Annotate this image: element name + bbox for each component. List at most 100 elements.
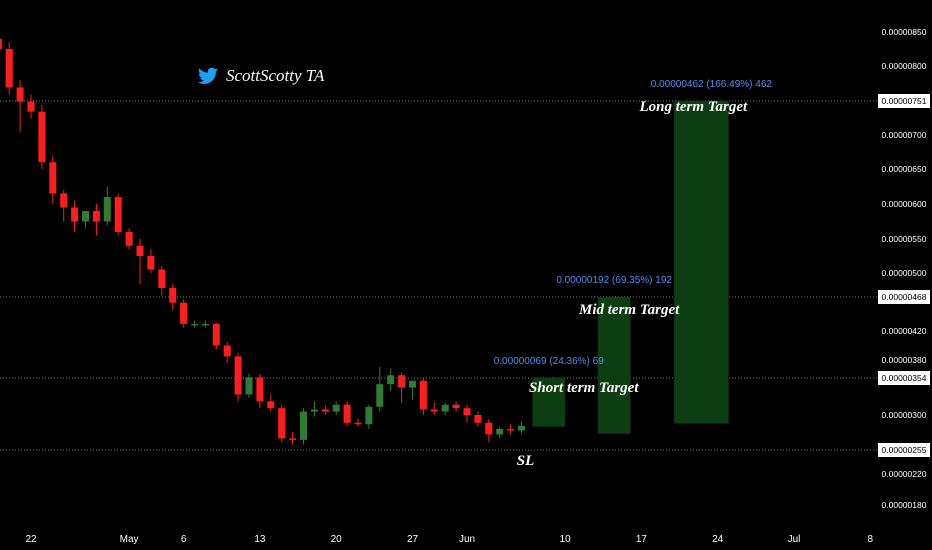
long-target-measure: 0.00000462 (166.49%) 462 — [651, 79, 773, 90]
x-tick-label-6: Jun — [459, 534, 475, 545]
x-tick-label-9: 24 — [712, 534, 724, 545]
candle-2019-05-11 — [234, 352, 242, 402]
candle-2019-05-16 — [289, 432, 297, 445]
x-tick-label-2: 6 — [181, 534, 187, 545]
target-boxes — [532, 101, 729, 434]
candle-body — [158, 269, 166, 288]
candle-2019-05-02 — [136, 239, 144, 285]
candle-body — [125, 232, 133, 246]
candle-body — [212, 323, 220, 346]
y-tick-label-3: 0.00000700 — [882, 130, 927, 140]
candle-body — [147, 256, 155, 270]
candle-2019-05-08 — [201, 320, 209, 328]
y-axis: 0.00000850 0.00000800 0.00000751 0.00000700… — [878, 27, 930, 510]
candle-2019-04-20 — [5, 42, 13, 95]
candle-body — [518, 425, 525, 431]
x-tick-label-8: 17 — [636, 534, 648, 545]
candle-2019-05-23 — [365, 404, 373, 429]
candle-body — [485, 422, 493, 435]
candle-body — [136, 245, 144, 256]
candle-2019-06-03 — [485, 418, 493, 443]
candle-body — [201, 323, 209, 326]
mid-target-label: Mid term Target — [578, 302, 680, 318]
candle-body — [0, 38, 2, 49]
candle-body — [354, 422, 362, 425]
candle-body — [430, 409, 438, 412]
x-tick-label-5: 27 — [407, 534, 419, 545]
twitter-bird-icon — [198, 67, 218, 84]
candle-body — [278, 408, 286, 439]
candle-2019-06-05 — [507, 424, 515, 435]
x-tick-label-4: 20 — [331, 534, 343, 545]
candle-2019-05-12 — [245, 373, 253, 398]
candle-2019-05-28 — [419, 377, 427, 415]
y-tick-label-6: 0.00000550 — [882, 234, 927, 244]
mid-target-box — [597, 297, 631, 434]
watermark: ScottScotty TA — [198, 66, 324, 86]
short-target-box — [532, 378, 566, 427]
candle-body — [474, 415, 482, 423]
candle-2019-05-30 — [441, 402, 449, 415]
candle-body — [321, 409, 329, 412]
candle-body — [103, 197, 111, 222]
candle-2019-04-27 — [82, 211, 89, 229]
candle-body — [256, 377, 264, 402]
candle-body — [496, 429, 504, 435]
candle-body — [92, 211, 100, 222]
y-tick-label-5: 0.00000600 — [882, 199, 927, 209]
candle-2019-05-13 — [256, 373, 264, 409]
candle-2019-04-29 — [103, 186, 111, 225]
candle-body — [289, 438, 297, 440]
candle-2019-06-06 — [518, 421, 525, 434]
candle-2019-04-25 — [60, 190, 68, 222]
x-tick-label-10: Jul — [788, 534, 801, 545]
y-tick-label-8: 0.00000468 — [882, 292, 927, 302]
y-tick-label-15: 0.00000180 — [882, 500, 927, 510]
candle-body — [332, 404, 340, 412]
candle-2019-05-22 — [354, 418, 362, 427]
x-tick-label-1: May — [120, 534, 139, 545]
long-target-label: Long term Target — [638, 99, 748, 115]
candle-2019-05-29 — [430, 402, 438, 415]
y-tick-label-10: 0.00000380 — [882, 355, 927, 365]
candle-body — [310, 409, 318, 412]
candle-2019-04-21 — [16, 80, 24, 132]
candle-body — [245, 377, 253, 395]
y-tick-label-4: 0.00000650 — [882, 164, 927, 174]
candle-body — [441, 404, 449, 412]
candle-2019-05-03 — [147, 249, 155, 273]
candle-2019-06-02 — [474, 411, 482, 427]
y-tick-label-9: 0.00000420 — [882, 326, 927, 336]
candle-2019-05-20 — [332, 401, 340, 415]
candle-body — [16, 87, 24, 102]
candle-2019-05-05 — [169, 284, 177, 310]
x-tick-label-7: 10 — [560, 534, 572, 545]
candle-body — [5, 49, 13, 88]
candle-2019-05-04 — [158, 266, 166, 296]
candle-body — [114, 197, 122, 232]
y-tick-highlight-13 — [878, 443, 930, 457]
long-target-box — [674, 101, 729, 424]
candle-body — [300, 411, 307, 440]
x-tick-label-3: 13 — [254, 534, 266, 545]
candle-2019-05-07 — [191, 320, 198, 328]
short-target-label: Short term Target — [529, 380, 639, 396]
candle-2019-05-09 — [212, 322, 220, 350]
candle-2019-05-21 — [343, 401, 351, 427]
y-tick-label-2: 0.00000751 — [882, 96, 927, 106]
candle-2019-05-18 — [310, 401, 318, 417]
candle-body — [60, 193, 68, 208]
y-tick-label-13: 0.00000255 — [882, 445, 927, 455]
candle-body — [49, 162, 57, 194]
candle-2019-05-27 — [409, 380, 416, 400]
candle-body — [234, 356, 242, 395]
x-tick-label-0: 22 — [25, 534, 37, 545]
candle-body — [398, 375, 406, 388]
twitter-handle-text: ScottScotty TA — [226, 66, 325, 85]
candle-body — [169, 288, 177, 303]
y-tick-label-11: 0.00000354 — [882, 373, 927, 383]
y-tick-highlight-11 — [878, 371, 930, 385]
candle-2019-05-25 — [387, 368, 395, 392]
candle-body — [409, 380, 416, 388]
